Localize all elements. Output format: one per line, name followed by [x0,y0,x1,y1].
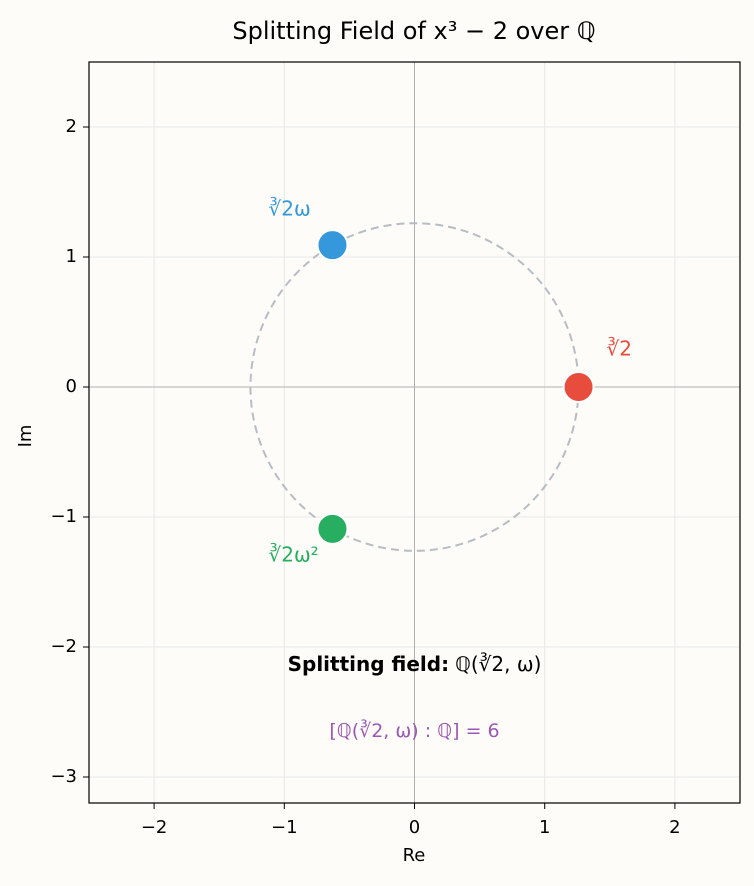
root-point [562,371,595,403]
root-label: ∛2ω [268,197,310,221]
plot-frame [88,61,741,804]
x-tick-label: 2 [669,817,680,838]
y-axis-label: Im [15,425,36,448]
y-tick-label: −3 [50,766,77,787]
root-point [316,229,349,262]
chart-title: Splitting Field of x³ − 2 over ℚ [232,17,595,45]
annotation-text: [ℚ(∛2, ω) : ℚ] = 6 [329,719,499,742]
x-tick-label: 0 [409,817,420,838]
y-tick-label: 2 [66,116,77,137]
y-tick-label: 0 [66,376,77,397]
annotation: [ℚ(∛2, ω) : ℚ] = 6 [329,719,499,742]
root-label: ∛2 [607,337,632,361]
x-tick-label: −2 [141,817,168,838]
y-tick-label: 1 [66,246,77,267]
annotation-bold: Splitting field: [288,652,449,676]
annotation: Splitting field: ℚ(∛2, ω) [288,652,542,676]
root-point [316,512,349,545]
y-tick-label: −2 [50,636,77,657]
root-label: ∛2ω² [268,542,318,566]
annotation-text: ℚ(∛2, ω) [455,652,541,676]
y-tick-label: −1 [50,506,77,527]
x-tick-label: −1 [271,817,298,838]
x-axis-label: Re [403,845,426,866]
x-tick-label: 1 [539,817,550,838]
